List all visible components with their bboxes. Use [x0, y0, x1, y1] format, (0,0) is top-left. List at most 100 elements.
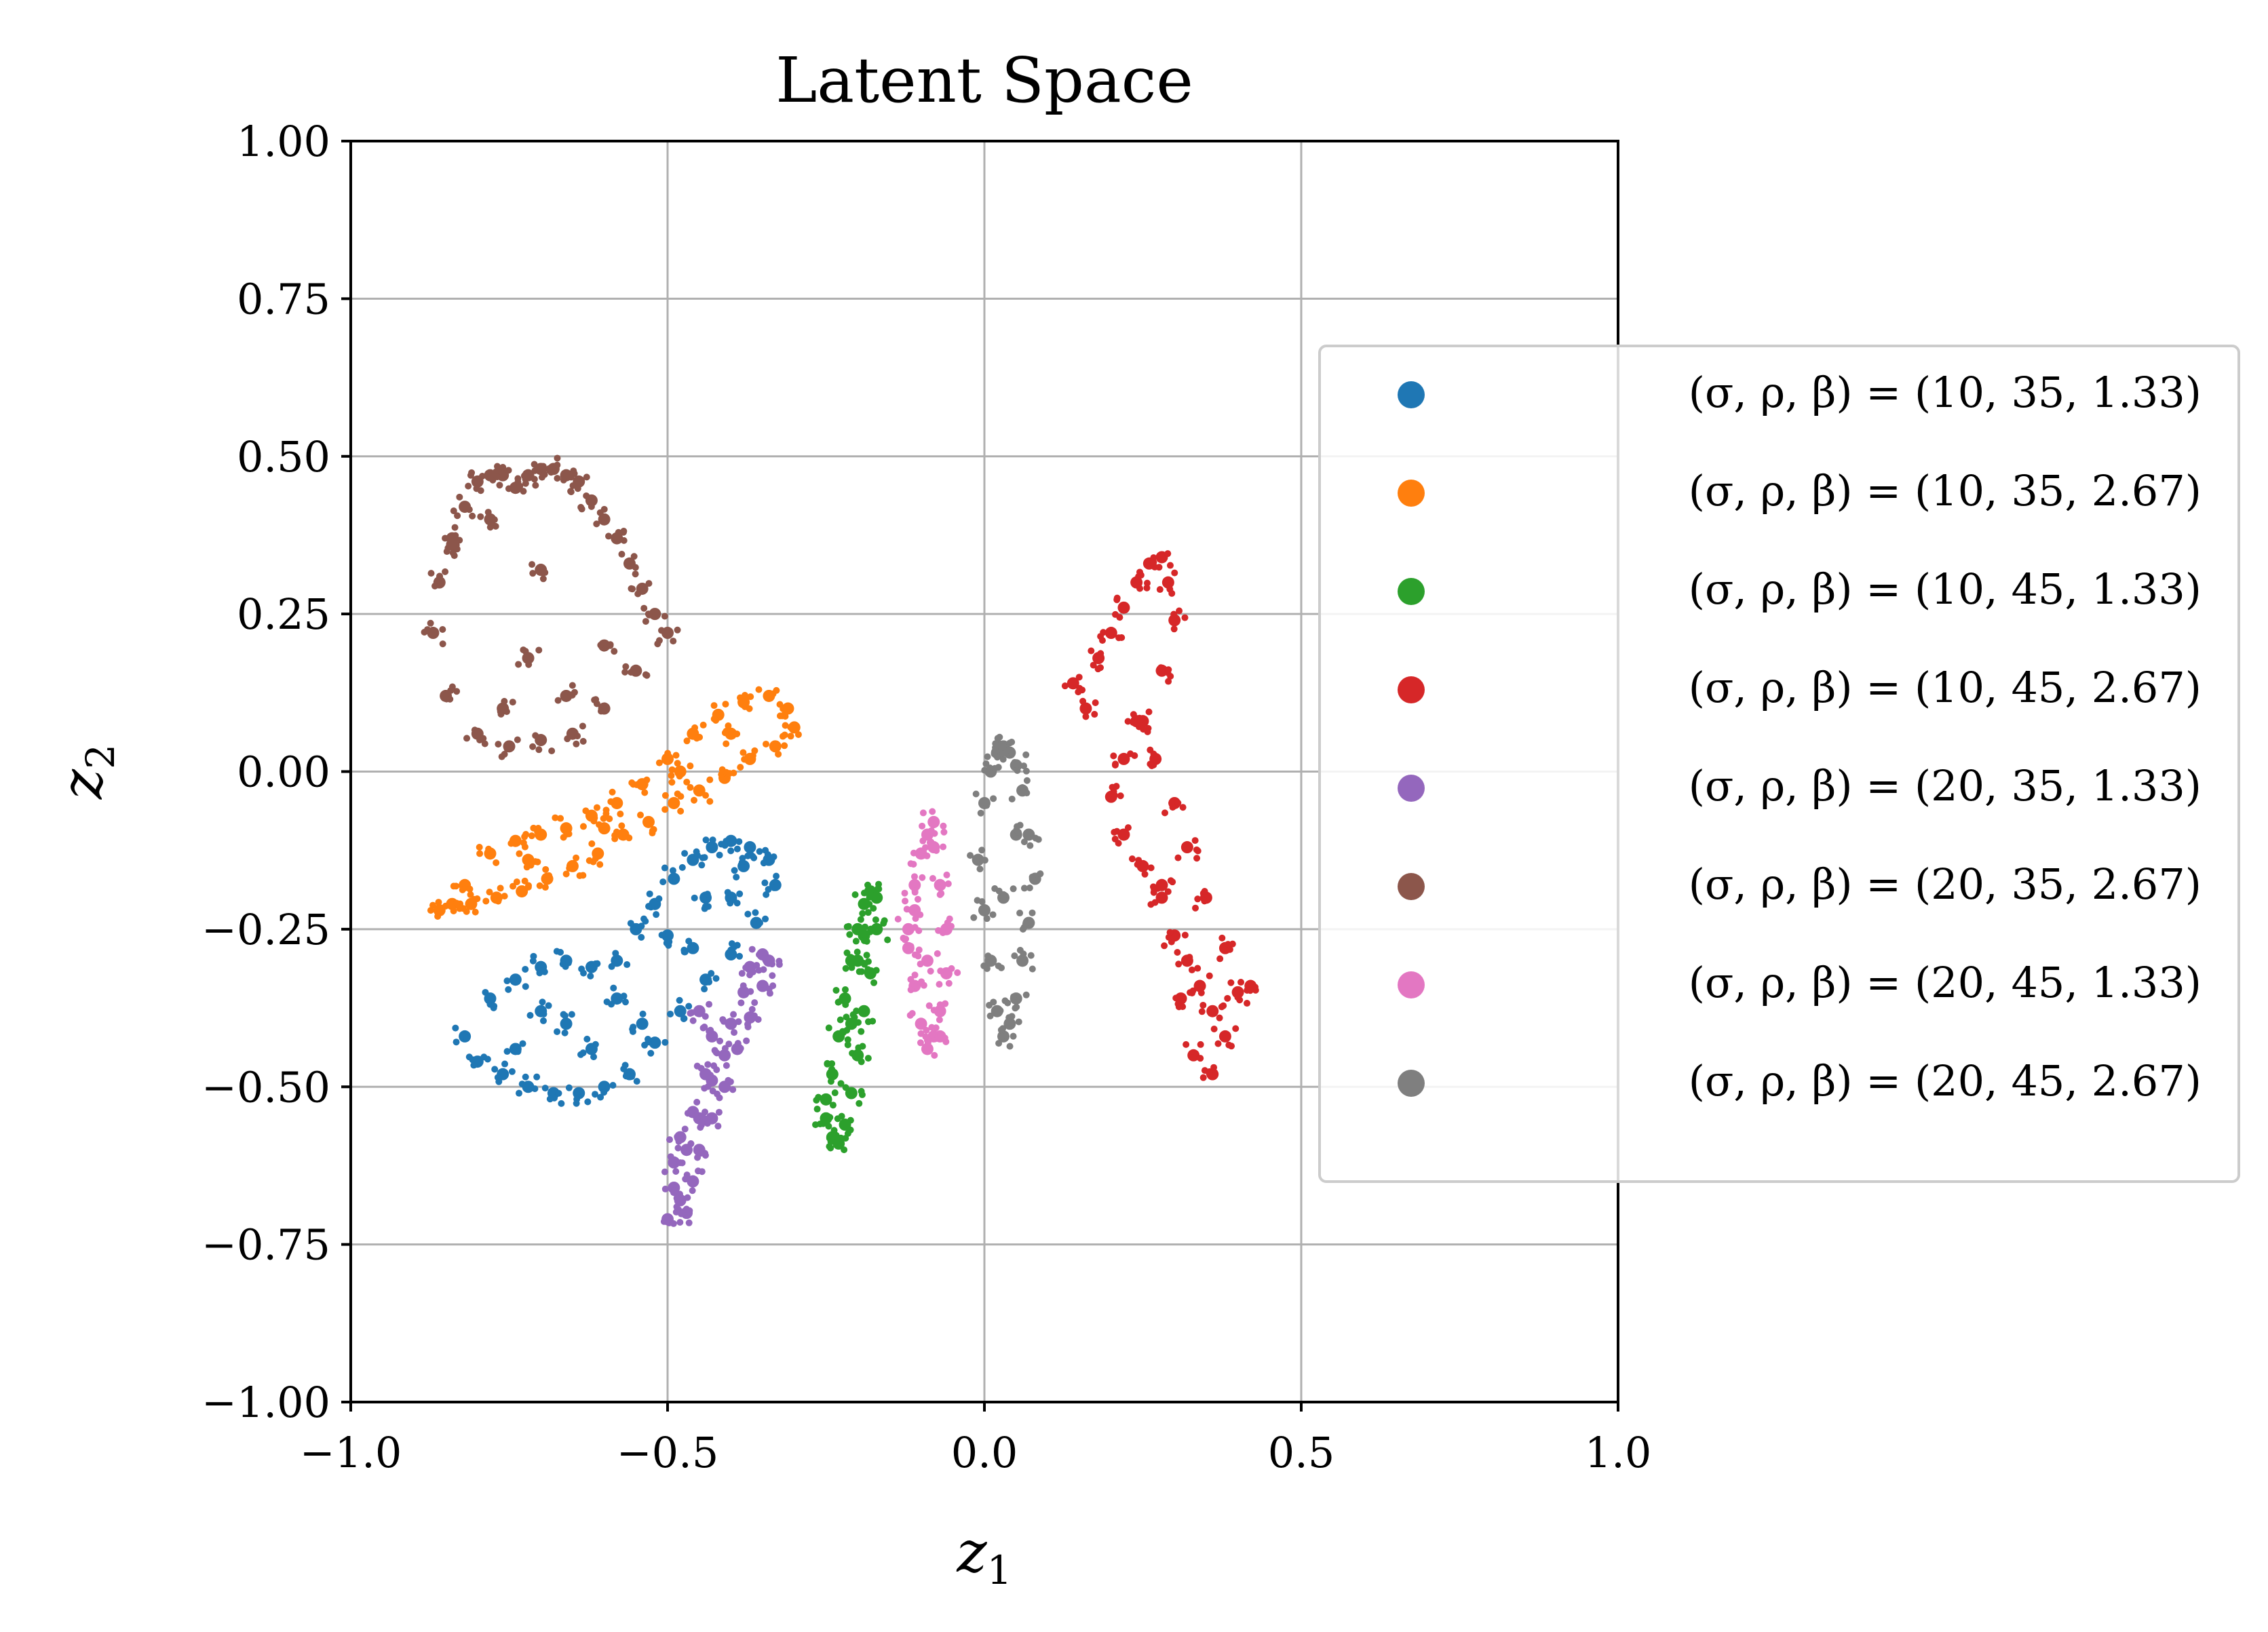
cluster-point [936, 981, 943, 988]
cluster-point [1234, 994, 1242, 1001]
legend-label: (σ, ρ, β) = (20, 45, 1.33) [1689, 958, 2202, 1007]
cluster-point [706, 776, 714, 783]
cluster-point [922, 844, 929, 851]
cluster-point [1193, 855, 1201, 862]
cluster-point [655, 759, 663, 766]
cluster-point [436, 573, 443, 581]
cluster-point [514, 1048, 522, 1055]
cluster-point [1010, 993, 1018, 1000]
x-tick-label: 0.5 [1268, 1428, 1335, 1477]
cluster-point [431, 582, 439, 589]
cluster-point [939, 929, 946, 937]
cluster-point [539, 1017, 547, 1024]
cluster-point [628, 779, 636, 787]
cluster-point [1013, 1003, 1020, 1011]
cluster-point [630, 553, 638, 560]
cluster-point [453, 899, 461, 907]
cluster-point [744, 1023, 752, 1030]
legend-marker [1398, 676, 1425, 703]
cluster-point [495, 897, 502, 905]
cluster-point [623, 559, 631, 566]
cluster-point [902, 897, 909, 905]
cluster-point [997, 1007, 1004, 1014]
cluster-point [579, 823, 587, 830]
data-point [718, 1049, 731, 1062]
cluster-point [465, 482, 472, 490]
cluster-point [707, 1026, 714, 1034]
cluster-point [634, 590, 642, 598]
cluster-point [592, 1091, 599, 1098]
cluster-point [991, 764, 999, 772]
cluster-point [618, 822, 626, 830]
cluster-point [1169, 878, 1176, 886]
cluster-point [592, 1041, 599, 1048]
cluster-point [1020, 885, 1028, 892]
cluster-point [649, 830, 656, 837]
cluster-point [522, 965, 529, 973]
cluster-point [984, 952, 992, 960]
cluster-point [521, 833, 528, 840]
cluster-point [828, 1060, 836, 1068]
cluster-point [469, 512, 476, 520]
cluster-point [501, 893, 508, 900]
data-point [1218, 1030, 1231, 1043]
cluster-point [566, 865, 573, 872]
cluster-point [608, 963, 615, 970]
cluster-point [923, 852, 931, 859]
cluster-point [640, 604, 648, 612]
cluster-point [1008, 739, 1016, 746]
cluster-point [1113, 783, 1120, 790]
cluster-point [610, 984, 617, 992]
cluster-point [539, 463, 547, 470]
cluster-point [773, 872, 780, 880]
cluster-point [698, 1119, 706, 1126]
cluster-point [919, 822, 926, 830]
cluster-point [870, 979, 878, 986]
cluster-point [600, 1089, 608, 1096]
cluster-point [520, 488, 527, 495]
cluster-point [920, 982, 927, 989]
cluster-point [723, 1062, 730, 1069]
cluster-point [1136, 718, 1144, 725]
cluster-point [686, 1207, 693, 1214]
cluster-point [603, 998, 611, 1005]
cluster-point [509, 699, 516, 706]
cluster-point [999, 750, 1006, 758]
data-point [611, 992, 623, 1005]
cluster-point [945, 979, 953, 987]
cluster-point [680, 946, 688, 954]
cluster-point [555, 1089, 562, 1097]
cluster-point [1118, 634, 1126, 641]
y-tick-label: 0.00 [237, 747, 330, 797]
cluster-point [930, 1007, 938, 1014]
cluster-point [493, 473, 501, 481]
cluster-point [914, 895, 921, 903]
cluster-point [584, 1098, 592, 1106]
data-point [611, 796, 623, 809]
cluster-point [718, 766, 726, 773]
chart-title: Latent Space [775, 44, 1193, 117]
cluster-point [1214, 1040, 1222, 1047]
cluster-point [666, 938, 673, 946]
cluster-point [730, 1011, 737, 1018]
cluster-point [641, 789, 649, 796]
cluster-point [1134, 861, 1141, 868]
cluster-point [531, 461, 538, 468]
legend: (σ, ρ, β) = (10, 35, 1.33) (σ, ρ, β) = (1… [1318, 345, 2240, 1183]
data-point [845, 1087, 858, 1100]
cluster-point [1164, 550, 1172, 558]
cluster-point [995, 962, 1002, 969]
cluster-point [702, 792, 710, 799]
cluster-point [852, 937, 860, 945]
cluster-point [607, 642, 614, 649]
cluster-point [1023, 790, 1031, 797]
cluster-point [917, 911, 924, 918]
legend-item: (σ, ρ, β) = (20, 35, 2.67) [1398, 859, 2202, 909]
cluster-point [659, 878, 667, 886]
cluster-point [593, 520, 600, 528]
cluster-point [1186, 954, 1193, 961]
cluster-point [944, 880, 952, 887]
legend-marker [1398, 873, 1425, 900]
cluster-point [1075, 674, 1083, 681]
cluster-point [451, 524, 459, 531]
